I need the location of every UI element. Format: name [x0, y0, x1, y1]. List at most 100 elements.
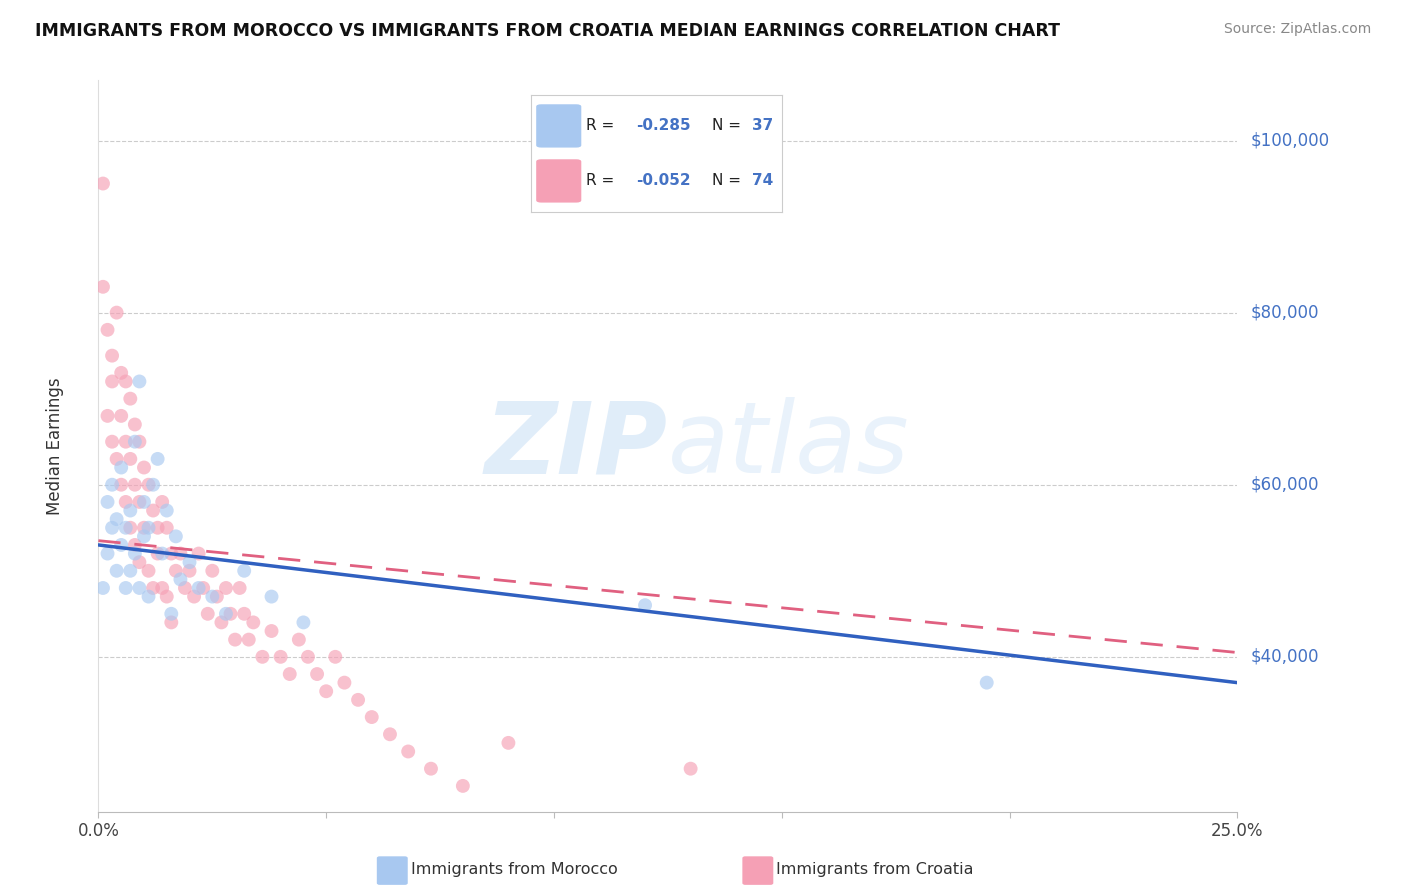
Point [114, 581, 136, 595]
Point [179, 564, 201, 578]
Point [238, 632, 260, 647]
Point [138, 564, 160, 578]
Point [297, 649, 319, 664]
Point [142, 477, 165, 491]
Point [215, 607, 238, 621]
Point [110, 460, 132, 475]
Point [150, 495, 173, 509]
Point [679, 762, 702, 776]
Point [132, 529, 155, 543]
Point [156, 521, 179, 535]
Point [333, 675, 356, 690]
Point [91, 177, 114, 191]
Point [451, 779, 474, 793]
Point [124, 538, 146, 552]
Point [160, 615, 183, 630]
Point [101, 521, 124, 535]
Point [128, 375, 150, 389]
Point [128, 434, 150, 449]
Point [174, 581, 197, 595]
Point [128, 555, 150, 569]
Point [252, 649, 274, 664]
Point [105, 451, 128, 466]
Text: Source: ZipAtlas.com: Source: ZipAtlas.com [1223, 22, 1371, 37]
Point [120, 564, 142, 578]
Point [156, 590, 179, 604]
Point [193, 581, 215, 595]
Point [169, 547, 191, 561]
Point [197, 607, 219, 621]
Point [146, 547, 169, 561]
Point [142, 581, 165, 595]
Text: $40,000: $40,000 [1251, 648, 1319, 665]
Point [976, 675, 998, 690]
Point [347, 693, 370, 707]
Point [96, 547, 118, 561]
Point [146, 521, 169, 535]
Point [120, 503, 142, 517]
Point [114, 434, 136, 449]
Point [96, 495, 118, 509]
Point [142, 503, 165, 517]
Point [420, 762, 443, 776]
Point [101, 477, 124, 491]
Point [634, 598, 657, 612]
Point [120, 392, 142, 406]
Point [187, 547, 209, 561]
Point [114, 495, 136, 509]
Point [219, 607, 242, 621]
Point [201, 564, 224, 578]
Point [278, 667, 301, 681]
Text: ZIP: ZIP [485, 398, 668, 494]
Point [165, 564, 187, 578]
Point [183, 590, 205, 604]
Point [96, 409, 118, 423]
Point [101, 434, 124, 449]
Point [120, 451, 142, 466]
Point [132, 495, 155, 509]
Point [128, 581, 150, 595]
Point [105, 305, 128, 319]
Point [242, 615, 264, 630]
Point [179, 555, 201, 569]
Point [270, 649, 292, 664]
Point [160, 607, 183, 621]
Point [307, 667, 329, 681]
Point [209, 615, 232, 630]
Point [124, 434, 146, 449]
Point [165, 529, 187, 543]
Point [110, 538, 132, 552]
Point [132, 521, 155, 535]
Point [205, 590, 228, 604]
Point [233, 607, 256, 621]
Point [114, 521, 136, 535]
Point [323, 649, 346, 664]
Text: Median Earnings: Median Earnings [46, 377, 65, 515]
Point [146, 451, 169, 466]
Point [215, 581, 238, 595]
Point [224, 632, 246, 647]
Text: $80,000: $80,000 [1251, 303, 1319, 322]
Text: Immigrants from Croatia: Immigrants from Croatia [776, 863, 973, 877]
Point [260, 590, 283, 604]
Point [187, 581, 209, 595]
Point [128, 495, 150, 509]
Point [105, 512, 128, 526]
Point [396, 744, 419, 758]
Point [110, 366, 132, 380]
Point [91, 581, 114, 595]
Point [124, 417, 146, 432]
Point [91, 280, 114, 294]
Point [110, 477, 132, 491]
Text: atlas: atlas [668, 398, 910, 494]
Point [150, 581, 173, 595]
Point [138, 590, 160, 604]
Point [169, 573, 191, 587]
Point [124, 547, 146, 561]
Text: Immigrants from Morocco: Immigrants from Morocco [411, 863, 617, 877]
Point [138, 477, 160, 491]
Point [260, 624, 283, 638]
Point [101, 375, 124, 389]
Point [124, 477, 146, 491]
Point [105, 564, 128, 578]
